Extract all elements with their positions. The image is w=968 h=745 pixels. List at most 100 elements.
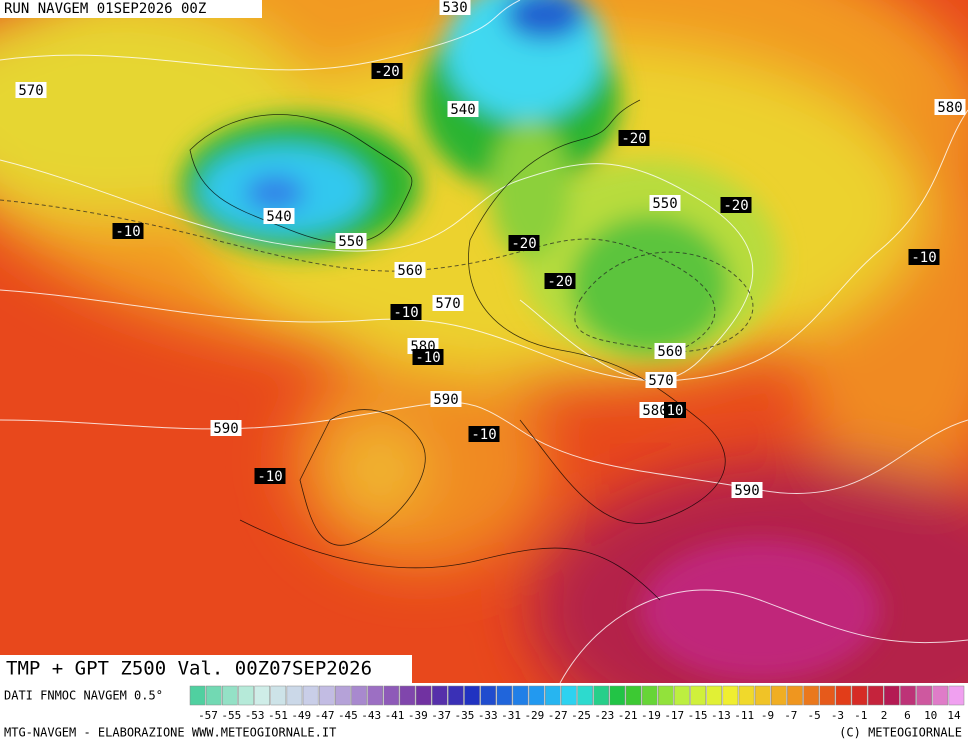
color-scale-label: -33 xyxy=(478,709,498,722)
color-scale-label: -37 xyxy=(431,709,451,722)
color-swatch xyxy=(738,685,755,706)
color-swatch xyxy=(835,685,852,706)
contour-label: 10 xyxy=(667,403,684,419)
color-swatch xyxy=(318,685,335,706)
contour-label-box xyxy=(439,0,471,15)
contour-label-box xyxy=(412,349,444,365)
color-swatch xyxy=(577,685,593,706)
contour-label-box xyxy=(468,426,500,442)
color-scale-label: -43 xyxy=(361,709,381,722)
contour-label-box xyxy=(432,295,464,311)
color-swatch xyxy=(561,685,577,706)
contour-label: 590 xyxy=(213,421,238,437)
contour-label-box xyxy=(720,197,752,213)
contour-label: 550 xyxy=(652,196,677,212)
color-scale-label: 10 xyxy=(924,709,937,722)
color-scale-label: -53 xyxy=(245,709,265,722)
contour-label: -10 xyxy=(393,305,418,321)
color-swatch xyxy=(900,685,916,706)
color-swatch xyxy=(399,685,416,706)
color-scale-label: -17 xyxy=(664,709,684,722)
color-swatch xyxy=(787,685,803,706)
contour-label: -10 xyxy=(911,250,936,266)
contour-label-box xyxy=(371,63,403,79)
color-swatch xyxy=(189,685,206,706)
map-title: TMP + GPT Z500 Val. 00Z07SEP2026 xyxy=(6,658,372,680)
color-swatch xyxy=(625,685,642,706)
contour-label: 560 xyxy=(657,344,682,360)
color-swatch xyxy=(528,685,545,706)
header-box xyxy=(0,0,262,18)
color-scale: -57 -55 -53 -51 -49 -47 -45 -43 -41 -39 -37 -35 -33-… xyxy=(189,685,965,722)
title-box xyxy=(0,655,412,683)
color-swatch xyxy=(657,685,674,706)
contour-label-box xyxy=(335,233,367,249)
color-scale-label: -29 xyxy=(524,709,544,722)
contour-label-box xyxy=(664,402,686,418)
color-scale-label: -51 xyxy=(268,709,288,722)
color-swatch xyxy=(351,685,367,706)
color-swatch xyxy=(851,685,868,706)
color-scale-label: -25 xyxy=(571,709,591,722)
contour-label: 590 xyxy=(734,483,759,499)
contour-label: 530 xyxy=(442,0,467,16)
color-scale-label: 2 xyxy=(881,709,888,722)
contour-label: -20 xyxy=(547,274,572,290)
color-scale-label: -1 xyxy=(854,709,867,722)
color-scale-label: -9 xyxy=(761,709,774,722)
contour-label-box xyxy=(934,99,966,115)
contour-label-box xyxy=(430,391,462,407)
run-label: RUN NAVGEM 01SEP2026 00Z xyxy=(4,1,206,17)
color-swatch xyxy=(302,685,319,706)
color-swatch xyxy=(690,685,706,706)
color-swatch xyxy=(496,685,513,706)
contour-label: 580 xyxy=(937,100,962,116)
contour-label-box xyxy=(254,468,286,484)
contour-label-box xyxy=(390,304,422,320)
color-scale-label: -19 xyxy=(641,709,661,722)
contour-label-box xyxy=(508,235,540,251)
color-swatch xyxy=(593,685,610,706)
color-scale-label: -35 xyxy=(455,709,475,722)
contour-label: 580 xyxy=(642,403,667,419)
contour-label-box xyxy=(618,130,650,146)
color-scale-label: -23 xyxy=(594,709,614,722)
contour-labels: 530 -20 570 540 -20 580 540 550 -10 550 -20 -20 -10 5… xyxy=(15,0,966,499)
contour-label: 570 xyxy=(435,296,460,312)
footer-left: MTG-NAVGEM - ELABORAZIONE WWW.METEOGIORN… xyxy=(4,726,336,740)
contour-label-box xyxy=(731,482,763,498)
color-swatch xyxy=(254,685,270,706)
contour-label: -10 xyxy=(415,350,440,366)
color-scale-label: -13 xyxy=(711,709,731,722)
contour-label: -20 xyxy=(723,198,748,214)
contour-label-box xyxy=(112,223,144,239)
color-swatch xyxy=(722,685,739,706)
contour-label: 570 xyxy=(18,83,43,99)
contour-label: 550 xyxy=(338,234,363,250)
color-scale-label: -41 xyxy=(385,709,405,722)
contour-label: -10 xyxy=(471,427,496,443)
color-swatch xyxy=(205,685,222,706)
color-scale-label: -7 xyxy=(784,709,797,722)
contour-label-box xyxy=(649,195,681,211)
contour-label: 540 xyxy=(266,209,291,225)
color-swatch xyxy=(916,685,932,706)
color-swatch xyxy=(335,685,351,706)
color-swatch xyxy=(464,685,480,706)
color-scale-label: -11 xyxy=(734,709,754,722)
color-swatch xyxy=(431,685,448,706)
color-scale-label: -39 xyxy=(408,709,428,722)
contour-label: -20 xyxy=(621,131,646,147)
color-swatch xyxy=(884,685,900,706)
color-swatch xyxy=(222,685,238,706)
color-scale-label: -49 xyxy=(291,709,311,722)
color-scale-label: -5 xyxy=(808,709,821,722)
color-scale-label: -27 xyxy=(548,709,568,722)
color-swatch xyxy=(641,685,658,706)
contour-label-box xyxy=(394,262,426,278)
color-swatch xyxy=(932,685,949,706)
color-swatch xyxy=(948,685,965,706)
color-swatch xyxy=(286,685,303,706)
